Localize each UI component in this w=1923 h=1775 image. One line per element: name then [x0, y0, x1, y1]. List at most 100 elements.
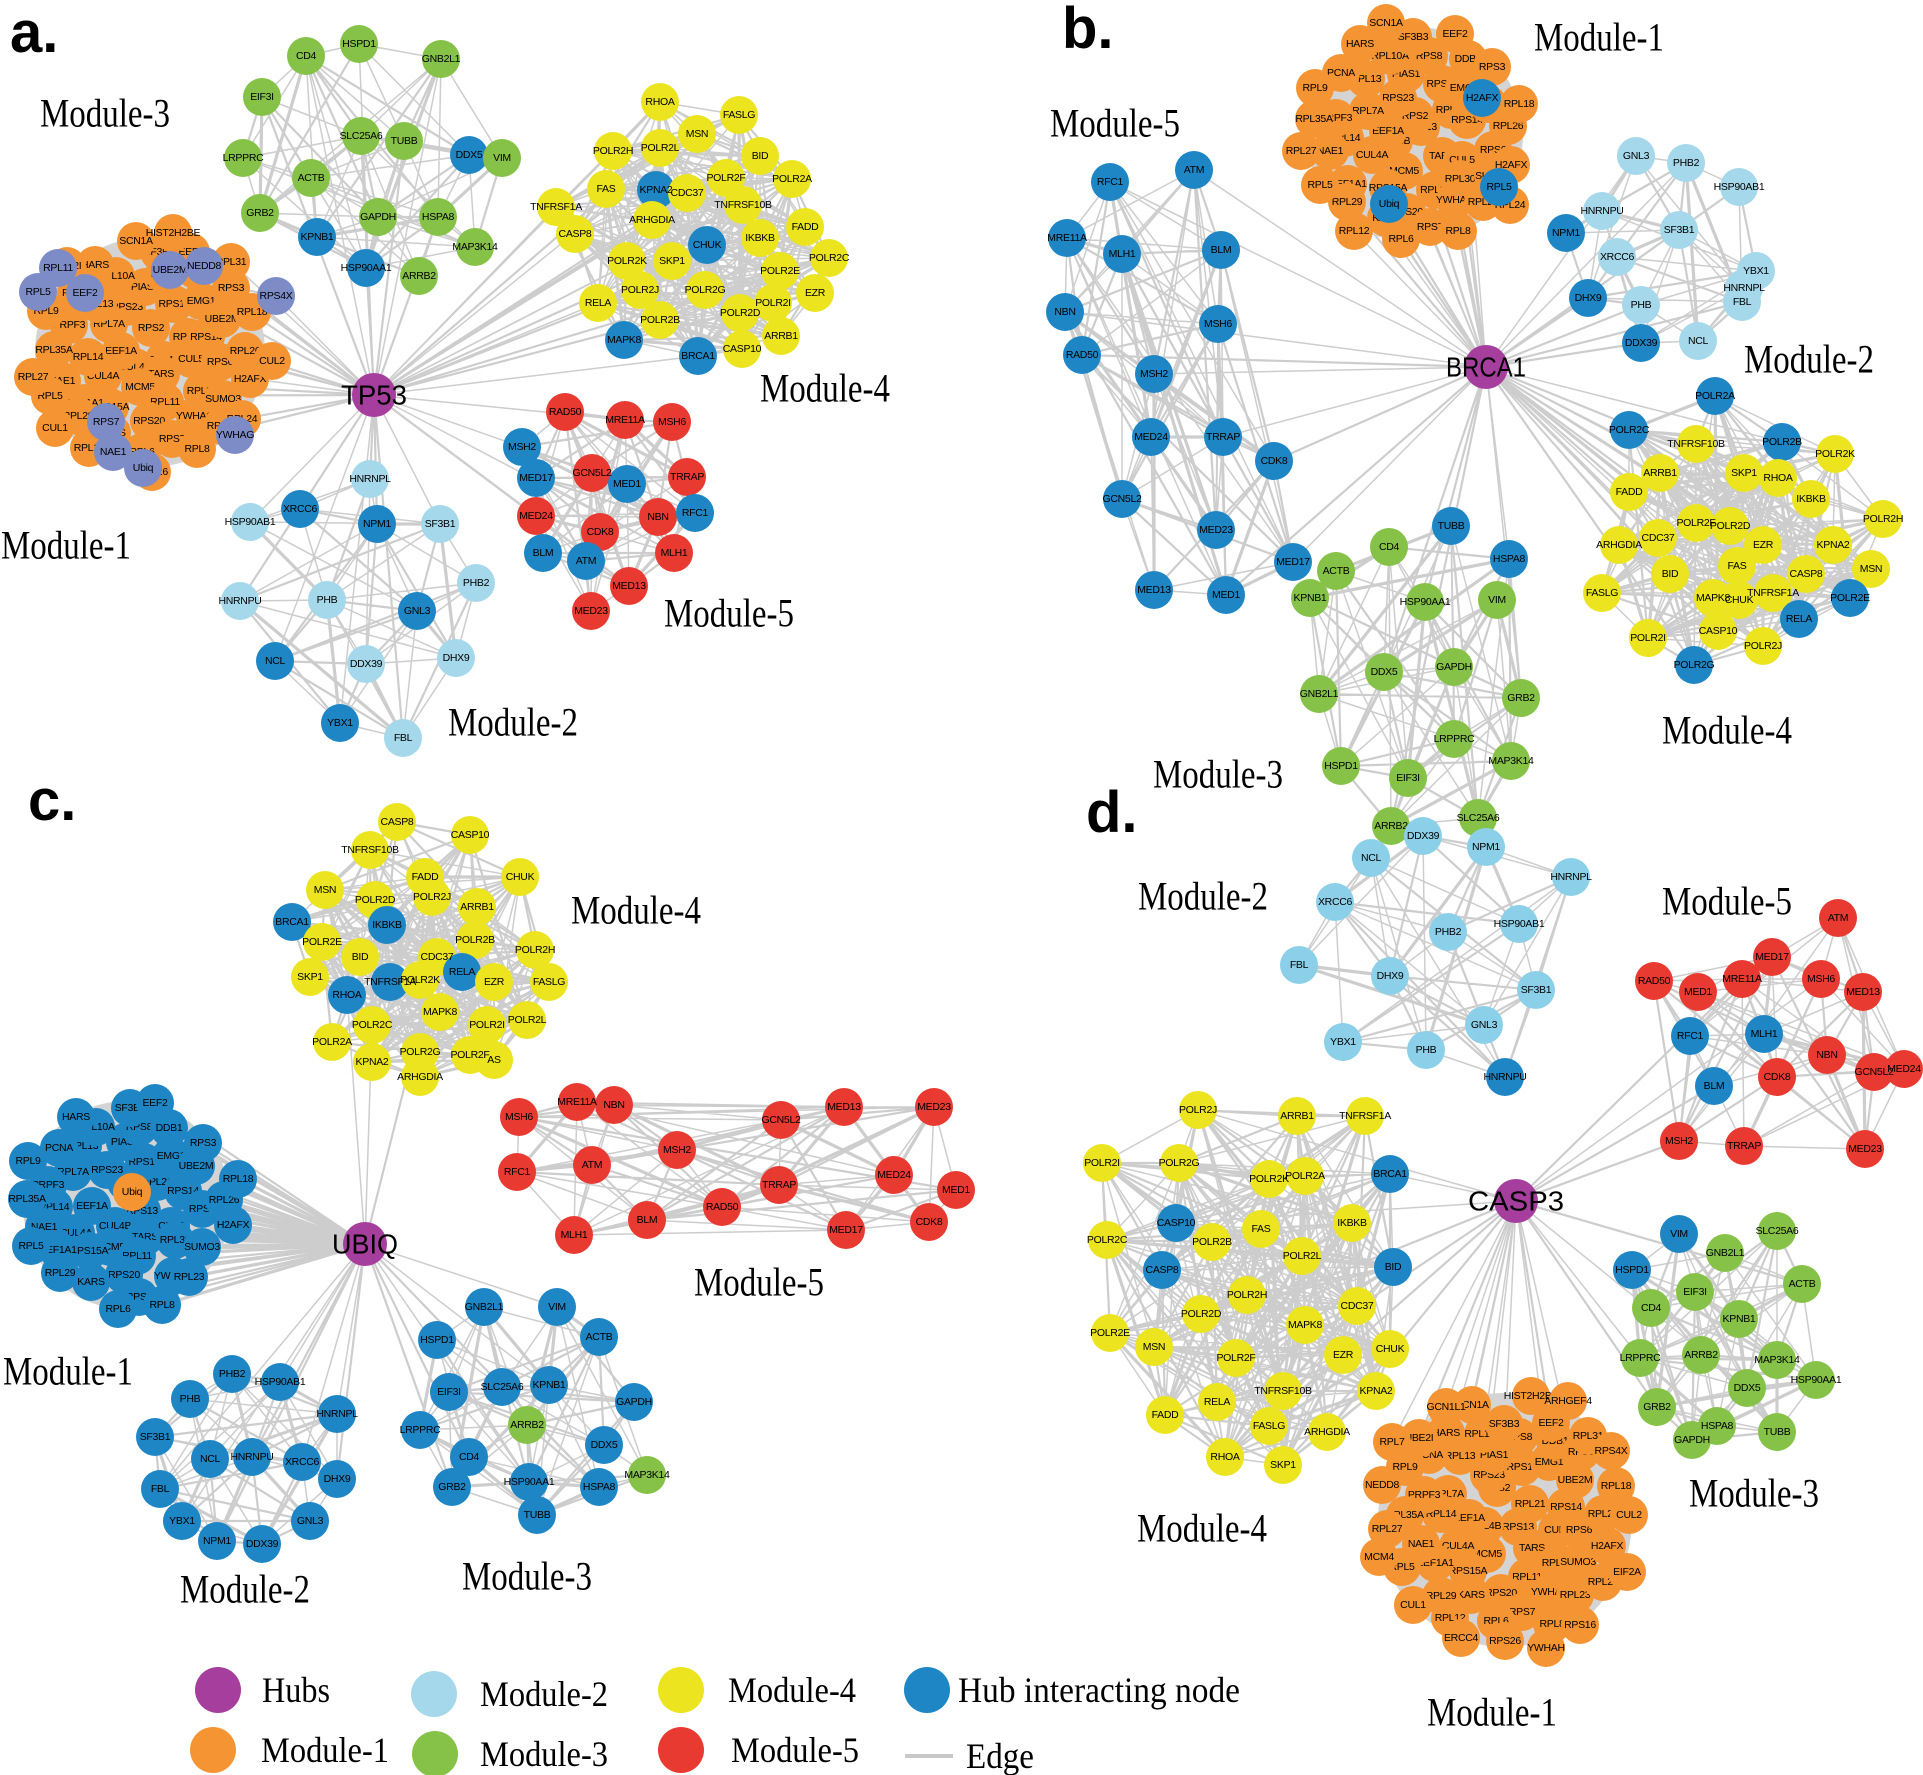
svg-text:EZR: EZR — [484, 976, 505, 988]
svg-text:CHUK: CHUK — [1725, 594, 1754, 606]
svg-text:VIM: VIM — [1670, 1228, 1688, 1240]
svg-text:GCN5L2: GCN5L2 — [1854, 1066, 1894, 1078]
svg-text:DDX5: DDX5 — [591, 1439, 618, 1451]
svg-text:RFC1: RFC1 — [682, 507, 709, 519]
svg-text:SCN1A: SCN1A — [119, 235, 153, 247]
svg-text:RPL5: RPL5 — [1307, 179, 1333, 191]
svg-text:RPL18: RPL18 — [223, 1173, 254, 1185]
svg-text:NCL: NCL — [265, 655, 286, 667]
svg-text:RPL29: RPL29 — [45, 1267, 76, 1279]
svg-text:RPL9: RPL9 — [15, 1155, 41, 1167]
svg-text:RPL35A: RPL35A — [8, 1193, 46, 1205]
svg-text:MAPK8: MAPK8 — [1288, 1319, 1323, 1331]
svg-text:KPNB1: KPNB1 — [1723, 1313, 1756, 1325]
svg-text:GCN1L1: GCN1L1 — [1426, 1401, 1466, 1413]
svg-text:RPL5: RPL5 — [37, 390, 63, 402]
svg-text:DHX9: DHX9 — [443, 652, 470, 664]
svg-text:POLR2C: POLR2C — [809, 252, 850, 264]
svg-text:RAD50: RAD50 — [549, 406, 582, 418]
svg-text:MSN: MSN — [314, 884, 336, 896]
svg-text:RPL18: RPL18 — [1504, 98, 1535, 110]
svg-text:ATM: ATM — [1184, 164, 1205, 176]
svg-text:MED23: MED23 — [574, 605, 608, 617]
svg-text:Module-2: Module-2 — [480, 1674, 608, 1714]
svg-text:MSH6: MSH6 — [505, 1111, 533, 1123]
svg-text:MAPK8: MAPK8 — [607, 334, 642, 346]
svg-text:MAP3K14: MAP3K14 — [1754, 1354, 1800, 1366]
svg-text:HARS: HARS — [1432, 1427, 1460, 1439]
svg-text:POLR2K: POLR2K — [607, 255, 647, 267]
svg-text:EIF3I: EIF3I — [1683, 1286, 1707, 1298]
svg-text:ARHGDIA: ARHGDIA — [629, 214, 675, 226]
svg-text:RPL30: RPL30 — [160, 1234, 191, 1246]
svg-text:RAD50: RAD50 — [1066, 349, 1099, 361]
svg-text:NPM1: NPM1 — [1472, 841, 1500, 853]
svg-text:RPS26: RPS26 — [1489, 1635, 1521, 1647]
svg-text:DDB1: DDB1 — [156, 1122, 183, 1134]
svg-text:RPS23: RPS23 — [1382, 92, 1414, 104]
svg-text:TRRAP: TRRAP — [1727, 1140, 1761, 1152]
svg-text:CUL1: CUL1 — [42, 422, 68, 434]
svg-text:SCN1A: SCN1A — [1369, 17, 1403, 29]
svg-text:HNRNPU: HNRNPU — [218, 595, 261, 607]
svg-text:MAPK8: MAPK8 — [1696, 592, 1731, 604]
svg-text:POLR2L: POLR2L — [641, 142, 680, 154]
svg-text:PHB2: PHB2 — [219, 1368, 246, 1380]
svg-text:CASP8: CASP8 — [1790, 568, 1823, 580]
svg-text:POLR2I: POLR2I — [469, 1019, 505, 1031]
svg-text:SUMO3: SUMO3 — [1560, 1556, 1596, 1568]
svg-text:RPS15A: RPS15A — [1449, 1565, 1488, 1577]
svg-text:POLR2H: POLR2H — [1863, 513, 1903, 525]
svg-text:POLR2H: POLR2H — [515, 944, 555, 956]
svg-text:EZR: EZR — [1753, 539, 1774, 551]
svg-text:RELA: RELA — [449, 966, 476, 978]
svg-text:CUL1: CUL1 — [1400, 1599, 1426, 1611]
svg-text:RPL6: RPL6 — [1388, 233, 1414, 245]
svg-text:HNRNPL: HNRNPL — [316, 1408, 358, 1420]
svg-text:POLR2G: POLR2G — [400, 1046, 441, 1058]
svg-text:EIF3I: EIF3I — [437, 1386, 461, 1398]
svg-text:DDX39: DDX39 — [1625, 337, 1658, 349]
svg-text:CASP8: CASP8 — [1146, 1264, 1179, 1276]
svg-text:YWHAG: YWHAG — [216, 429, 254, 441]
svg-text:POLR2E: POLR2E — [1090, 1327, 1130, 1339]
svg-text:PHB: PHB — [180, 1393, 201, 1405]
svg-text:H2AFX: H2AFX — [217, 1219, 250, 1231]
svg-text:GAPDH: GAPDH — [1674, 1434, 1710, 1446]
svg-text:RPL27: RPL27 — [18, 371, 49, 383]
svg-text:PRPF3: PRPF3 — [1408, 1489, 1441, 1501]
svg-text:RPL8: RPL8 — [149, 1299, 175, 1311]
svg-text:TRRAP: TRRAP — [1206, 431, 1240, 443]
svg-text:RPL31: RPL31 — [216, 256, 247, 268]
svg-text:HSPD1: HSPD1 — [1324, 760, 1358, 772]
svg-text:CDC37: CDC37 — [1642, 532, 1675, 544]
svg-text:YBX1: YBX1 — [169, 1515, 195, 1527]
svg-text:UBE2M: UBE2M — [153, 264, 188, 276]
svg-text:ACTB: ACTB — [1323, 565, 1350, 577]
svg-text:YBX1: YBX1 — [327, 717, 353, 729]
svg-text:MED17: MED17 — [1276, 556, 1310, 568]
svg-text:CDC37: CDC37 — [421, 951, 454, 963]
svg-text:MLH1: MLH1 — [1109, 248, 1136, 260]
svg-text:LRPPRC: LRPPRC — [400, 1424, 442, 1436]
svg-text:MED1: MED1 — [1684, 986, 1712, 998]
svg-text:PHB: PHB — [1416, 1044, 1437, 1056]
svg-text:MLH1: MLH1 — [661, 547, 688, 559]
svg-text:POLR2D: POLR2D — [355, 894, 396, 906]
svg-text:FASLG: FASLG — [533, 976, 565, 988]
svg-text:TUBB: TUBB — [1764, 1426, 1791, 1438]
svg-text:KPNB1: KPNB1 — [1294, 592, 1327, 604]
svg-text:POLR2A: POLR2A — [1285, 1170, 1325, 1182]
svg-text:GNB2L1: GNB2L1 — [422, 53, 461, 65]
svg-text:CDK8: CDK8 — [916, 1216, 943, 1228]
svg-text:MED24: MED24 — [1134, 431, 1168, 443]
svg-text:Module-5: Module-5 — [731, 1730, 859, 1770]
svg-text:RFC1: RFC1 — [1677, 1030, 1704, 1042]
svg-text:RPL6: RPL6 — [105, 1303, 131, 1315]
svg-text:SLC25A6: SLC25A6 — [340, 130, 383, 142]
svg-text:VIM: VIM — [493, 152, 511, 164]
svg-text:TRRAP: TRRAP — [762, 1179, 796, 1191]
svg-text:MED23: MED23 — [917, 1101, 951, 1113]
svg-text:ARRB1: ARRB1 — [1643, 467, 1677, 479]
svg-text:Module-4: Module-4 — [1662, 708, 1792, 753]
